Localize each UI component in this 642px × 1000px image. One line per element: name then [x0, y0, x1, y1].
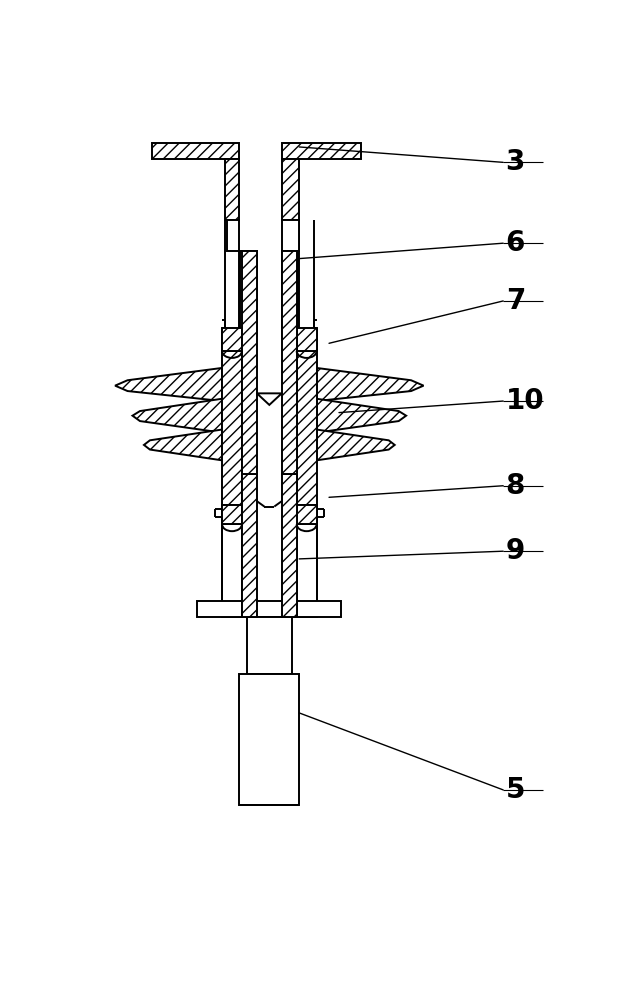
Bar	[282, 474, 297, 617]
Text: 3: 3	[506, 148, 525, 176]
Polygon shape	[225, 158, 239, 220]
Bar	[242, 474, 257, 617]
Bar	[297, 524, 317, 617]
Polygon shape	[152, 143, 239, 158]
Polygon shape	[144, 430, 222, 460]
Polygon shape	[115, 368, 222, 401]
Bar	[247, 617, 291, 674]
Bar	[241, 251, 257, 336]
Text: 8: 8	[506, 472, 525, 500]
Bar	[282, 251, 298, 336]
Polygon shape	[227, 220, 239, 251]
Polygon shape	[222, 328, 242, 351]
Bar	[239, 674, 299, 805]
Bar	[242, 251, 257, 474]
Polygon shape	[222, 505, 242, 524]
Polygon shape	[222, 351, 242, 505]
Polygon shape	[282, 143, 361, 158]
Text: 9: 9	[506, 537, 525, 565]
Polygon shape	[317, 430, 395, 460]
Text: 6: 6	[506, 229, 525, 257]
Polygon shape	[297, 505, 317, 524]
Bar	[222, 524, 242, 617]
Bar	[197, 601, 342, 617]
Text: 5: 5	[506, 776, 525, 804]
Text: 7: 7	[506, 287, 525, 315]
Polygon shape	[317, 368, 424, 401]
Polygon shape	[282, 158, 299, 220]
Polygon shape	[317, 399, 406, 433]
Polygon shape	[257, 393, 282, 405]
Polygon shape	[282, 220, 299, 251]
Bar	[282, 251, 297, 474]
Text: 10: 10	[506, 387, 544, 415]
Polygon shape	[297, 328, 317, 351]
Polygon shape	[297, 351, 317, 505]
Polygon shape	[132, 399, 222, 433]
